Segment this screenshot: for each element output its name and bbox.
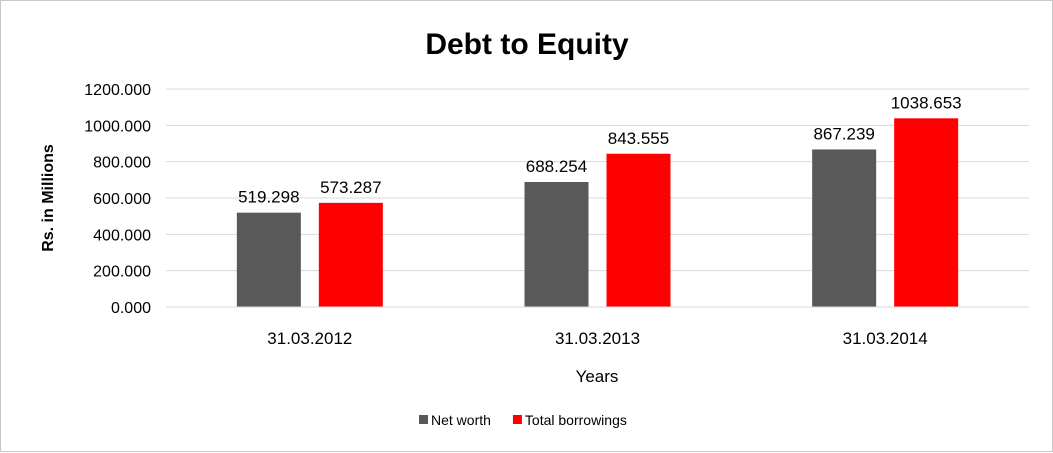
- x-tick-label: 31.03.2013: [555, 329, 640, 348]
- bars: [236, 118, 959, 307]
- bar: [318, 202, 383, 307]
- data-label: 867.239: [813, 124, 874, 143]
- data-label: 1038.653: [891, 93, 962, 112]
- data-label: 843.555: [608, 129, 669, 148]
- data-label: 688.254: [526, 157, 587, 176]
- bar: [606, 153, 671, 307]
- bar: [236, 212, 301, 307]
- bar: [524, 181, 589, 307]
- y-tick-label: 1200.000: [84, 82, 151, 99]
- y-axis-ticks: 0.000 200.000 400.000 600.000 800.000 1000.00…: [84, 82, 151, 317]
- x-axis-categories: 31.03.2012 31.03.2013 31.03.2014: [267, 329, 927, 348]
- bar: [812, 149, 877, 307]
- y-tick-label: 400.000: [93, 227, 151, 244]
- data-label: 573.287: [320, 178, 381, 197]
- bar: [894, 118, 959, 307]
- y-tick-label: 800.000: [93, 155, 151, 172]
- legend-label: Net worth: [431, 412, 491, 428]
- y-tick-label: 0.000: [111, 300, 151, 317]
- y-tick-label: 1000.000: [84, 118, 151, 135]
- data-label: 519.298: [238, 188, 299, 207]
- legend-swatch: [419, 415, 428, 424]
- chart-title: Debt to Equity: [425, 28, 629, 61]
- x-tick-label: 31.03.2014: [843, 329, 928, 348]
- legend-swatch: [512, 415, 522, 424]
- y-tick-label: 200.000: [93, 264, 151, 281]
- x-axis-label: Years: [576, 367, 619, 386]
- legend: Net worth Total borrowings: [419, 412, 627, 428]
- legend-label: Total borrowings: [525, 412, 627, 428]
- y-axis-label: Rs. in Millions: [40, 144, 57, 252]
- y-tick-label: 600.000: [93, 191, 151, 208]
- gridlines: [166, 88, 1029, 272]
- x-tick-label: 31.03.2012: [267, 329, 352, 348]
- data-labels: 519.298 573.287 688.254 843.555 867.239 1038.…: [238, 93, 962, 206]
